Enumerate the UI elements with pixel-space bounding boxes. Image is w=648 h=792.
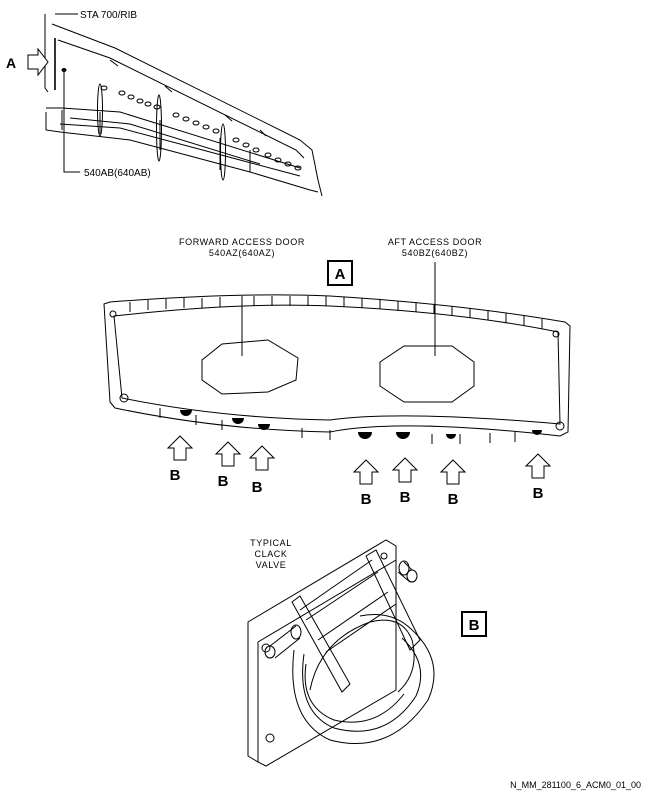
aft-door-code: 540BZ(640BZ) [402, 248, 468, 258]
b-arrow: B [391, 457, 419, 506]
caption-line-2: CLACK [254, 549, 287, 559]
forward-access-door [201, 339, 299, 395]
svg-text:B: B [533, 485, 544, 502]
caption-line-1: TYPICAL [250, 538, 292, 548]
clack-valve-marks [180, 410, 542, 439]
b-arrow: B [524, 453, 552, 502]
drain-holes-row [100, 85, 302, 171]
svg-text:B: B [448, 491, 459, 508]
svg-text:B: B [170, 467, 181, 484]
aft-access-door [379, 345, 475, 403]
view-a-arrow-label: A [6, 55, 16, 71]
caption-line-3: VALVE [256, 560, 287, 570]
b-arrow: B [248, 445, 276, 496]
top-wing-view [44, 13, 323, 197]
detail-b-label: B [469, 617, 480, 634]
forward-door-title: FORWARD ACCESS DOOR [179, 237, 305, 247]
view-a-arrow: A [6, 47, 49, 77]
station-label: STA 700/RIB [80, 10, 137, 21]
view-a-panel: FORWARD ACCESS DOOR 540AZ(640AZ) AFT ACC… [103, 237, 571, 508]
figure-id: N_MM_281100_6_ACM0_01_00 [510, 780, 641, 790]
panel-label: 540AB(640AB) [84, 168, 151, 179]
view-a-label: A [335, 266, 346, 283]
svg-text:B: B [361, 491, 372, 508]
b-arrow: B [166, 435, 194, 484]
valve-flap-ring [292, 614, 435, 744]
b-arrow: B [214, 441, 242, 490]
detail-b-clack-valve: TYPICAL CLACK VALVE B [247, 538, 487, 767]
aft-door-title: AFT ACCESS DOOR [388, 237, 482, 247]
detail-b-label-box [461, 611, 487, 637]
svg-text:B: B [218, 473, 229, 490]
b-arrow: B [439, 459, 467, 508]
valve-hinge-frame [291, 595, 351, 693]
detail-b-arrows: B B B B B B B [166, 435, 552, 508]
forward-door-code: 540AZ(640AZ) [209, 248, 275, 258]
view-a-label-box [327, 260, 353, 286]
top-flange-tabs [129, 296, 543, 329]
bottom-flange-tabs [159, 408, 516, 444]
svg-text:B: B [252, 479, 263, 496]
svg-text:B: B [400, 489, 411, 506]
b-arrow: B [352, 459, 380, 508]
valve-base-plate [247, 539, 397, 763]
